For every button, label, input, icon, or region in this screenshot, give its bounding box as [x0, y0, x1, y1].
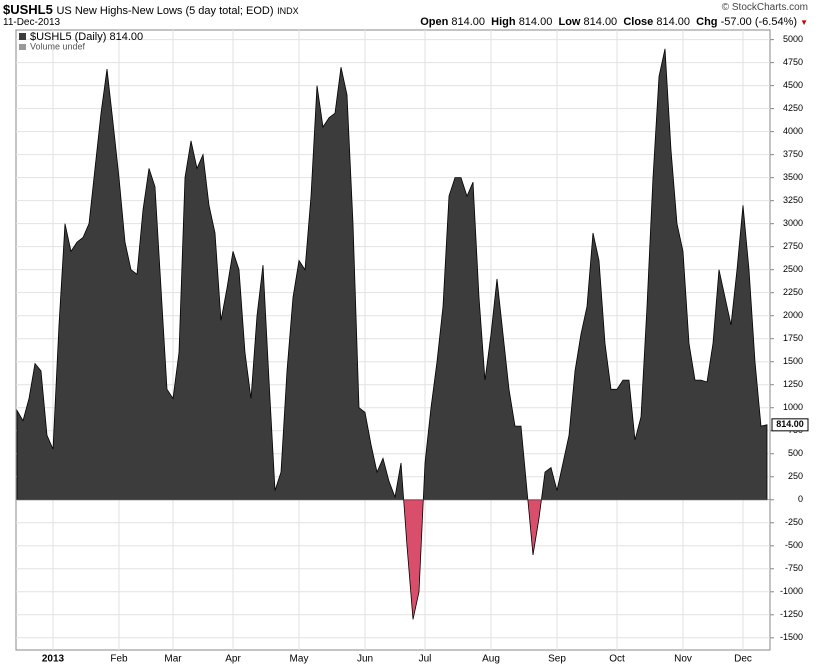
y-tick-label: 1250	[783, 379, 803, 389]
y-tick-label: 3500	[783, 172, 803, 182]
area	[16, 48, 768, 620]
x-tick-label: Sep	[548, 654, 566, 665]
value: -57.00 (-6.54%)	[720, 16, 798, 28]
y-tick-label: 2500	[783, 264, 803, 274]
symbol: $USHL5	[3, 2, 53, 17]
exchange: INDX	[277, 6, 299, 16]
x-tick-label: May	[290, 654, 309, 665]
y-tick-label: 2000	[783, 310, 803, 320]
y-tick-label: 1500	[783, 356, 803, 366]
y-tick-label: 4750	[783, 57, 803, 67]
y-tick-label: 3750	[783, 149, 803, 159]
x-tick-label: Oct	[609, 654, 625, 665]
y-tick-label: 1750	[783, 333, 803, 343]
label: Close	[623, 16, 654, 28]
x-tick-label: Dec	[734, 654, 752, 665]
y-tick-label: -250	[785, 517, 803, 527]
y-tick-label: -500	[785, 540, 803, 550]
value: 814.00	[583, 16, 618, 28]
last-value-label: 814.00	[776, 419, 804, 429]
y-tick-label: 500	[788, 448, 803, 458]
legend-icon	[19, 44, 26, 50]
date: 11-Dec-2013	[3, 17, 61, 28]
y-tick-label: -1000	[780, 586, 803, 596]
last-value-box	[771, 418, 809, 432]
x-tick-label: Jun	[357, 654, 373, 665]
y-tick-label: 4500	[783, 80, 803, 90]
plot-frame	[15, 29, 771, 651]
x-tick-label: Aug	[482, 654, 500, 665]
y-tick-label: -1500	[780, 632, 803, 642]
y-tick-label: 3250	[783, 195, 803, 205]
y-tick-label: 2250	[783, 287, 803, 297]
copyright: © StockCharts.com	[721, 2, 808, 13]
label: Low	[558, 16, 581, 28]
x-tick-label: 2013	[42, 654, 65, 665]
y-tick-label: -1250	[780, 609, 803, 619]
label: Chg	[696, 16, 718, 28]
y-tick-label: 4250	[783, 103, 803, 113]
y-tick-label: -750	[785, 563, 803, 573]
y-tick-label: 5000	[783, 34, 803, 44]
y-tick-label: 1000	[783, 402, 803, 412]
value: 814.00	[518, 16, 553, 28]
x-tick-label: Feb	[110, 654, 128, 665]
y-tick-label: 3000	[783, 218, 803, 228]
x-tick-label: Mar	[164, 654, 182, 665]
label: Open	[420, 16, 449, 28]
title: $USHL5 US New Highs-New Lows (5 day tota…	[3, 2, 299, 17]
value: 814.00	[451, 16, 486, 28]
x-tick-label: Nov	[674, 654, 692, 665]
x-tick-label: Apr	[225, 654, 241, 665]
legend-entry: Volume undef	[30, 41, 86, 51]
legend-icon	[19, 33, 26, 40]
legend-entry: $USHL5 (Daily) 814.00	[30, 31, 143, 43]
label: High	[491, 16, 516, 28]
y-tick-label: 4000	[783, 126, 803, 136]
quote: Open 814.00 High 814.00 Low 814.00 Close…	[420, 16, 808, 28]
y-tick-label: 2750	[783, 241, 803, 251]
value: 814.00	[656, 16, 690, 28]
x-tick-label: Jul	[419, 654, 432, 665]
y-tick-label: 0	[798, 494, 803, 504]
y-tick-label: 250	[788, 471, 803, 481]
description: US New Highs-New Lows (5 day total; EOD)	[56, 5, 274, 17]
